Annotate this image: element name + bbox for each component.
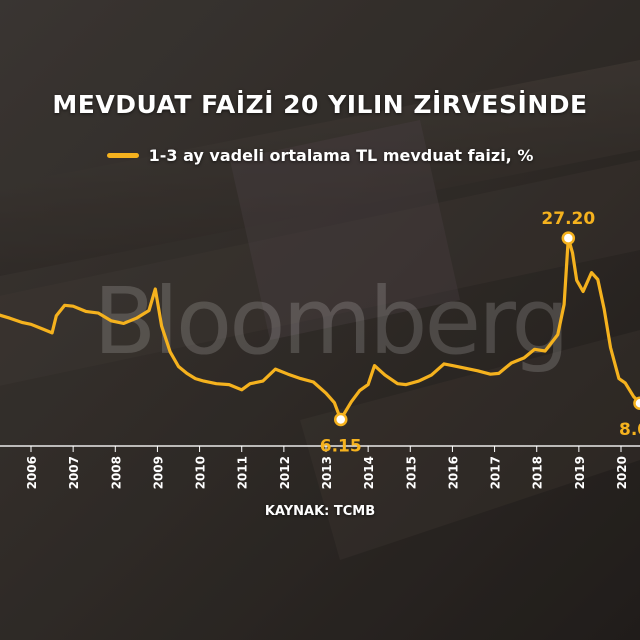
- legend: 1-3 ay vadeli ortalama TL mevduat faizi,…: [0, 146, 640, 165]
- x-tick-label: 2010: [194, 456, 208, 489]
- legend-swatch: [106, 153, 139, 158]
- x-tick-label: 2017: [489, 456, 503, 489]
- x-tick-label: 2008: [109, 456, 123, 489]
- x-tick-label: 2016: [446, 456, 460, 489]
- x-tick-label: 2007: [67, 456, 81, 489]
- x-tick-label: 2006: [25, 456, 39, 489]
- x-tick-label: 2013: [320, 456, 334, 489]
- series-line: [0, 236, 640, 422]
- x-tick-label: 2019: [573, 456, 587, 489]
- chart-title: MEVDUAT FAİZİ 20 YILIN ZİRVESİNDE: [52, 90, 588, 119]
- annotation-marker: [334, 412, 348, 427]
- annotation-label: 8.04: [619, 420, 640, 440]
- source-label: KAYNAK: TCMB: [264, 504, 376, 519]
- x-tick-label: 2009: [151, 456, 165, 489]
- x-tick-label: 2020: [615, 456, 629, 489]
- x-tick-label: 2015: [404, 456, 418, 489]
- x-tick-label: 2012: [278, 456, 292, 489]
- annotation-label: 6.15: [320, 436, 362, 456]
- annotation-marker: [633, 396, 640, 410]
- x-tick-label: 2014: [362, 456, 376, 489]
- legend-label: 1-3 ay vadeli ortalama TL mevduat faizi,…: [148, 146, 534, 165]
- x-tick-label: 2011: [236, 456, 250, 489]
- annotation-marker: [561, 231, 576, 245]
- annotation-label: 27.20: [541, 209, 595, 229]
- x-tick-label: 2018: [531, 456, 545, 489]
